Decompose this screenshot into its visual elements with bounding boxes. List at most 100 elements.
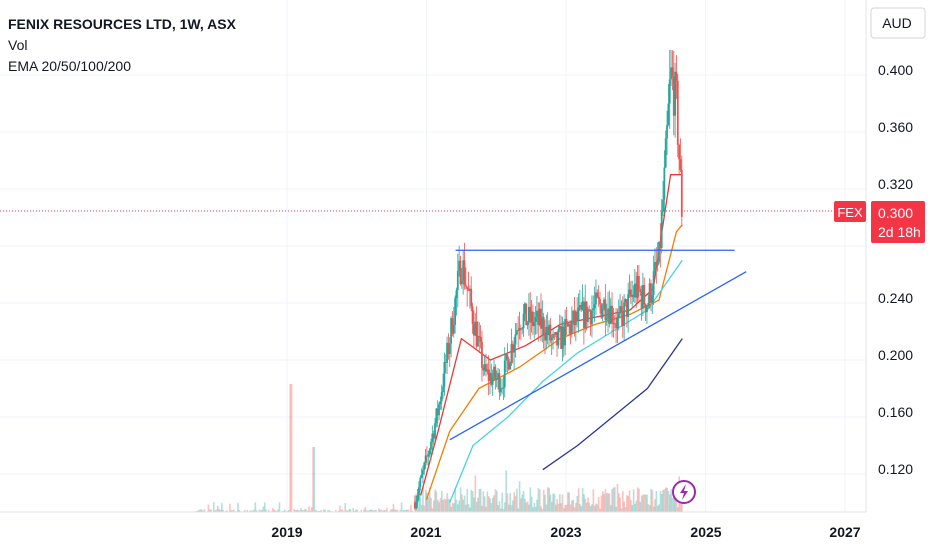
candle-body xyxy=(533,321,536,327)
volume-bar xyxy=(542,489,545,512)
symbol-title[interactable]: FENIX RESOURCES LTD, 1W, ASX xyxy=(8,16,236,32)
candle-body xyxy=(505,354,507,361)
price-axis[interactable]: AUD 0.400 0.360 0.320 0.240 0.200 0.160 … xyxy=(865,0,932,512)
candle-body xyxy=(656,262,659,266)
candle-body xyxy=(534,317,537,322)
candle-body xyxy=(506,354,509,359)
candle-body xyxy=(628,289,631,295)
volume-bar xyxy=(329,510,332,512)
volume-bar xyxy=(221,502,223,512)
volume-bar xyxy=(589,505,592,512)
volume-bar xyxy=(309,510,312,512)
candle-body xyxy=(434,423,436,439)
volume-bar xyxy=(486,491,489,512)
candle-body xyxy=(562,326,565,346)
ema-label[interactable]: EMA 20/50/100/200 xyxy=(8,58,131,74)
volume-bar xyxy=(495,490,498,512)
volume-label[interactable]: Vol xyxy=(8,37,28,53)
volume-bar xyxy=(466,489,469,512)
candle-body xyxy=(672,76,675,116)
candle-body xyxy=(560,326,562,349)
volume-bar xyxy=(301,509,304,512)
volume-bar xyxy=(576,496,579,512)
candle-body xyxy=(511,343,514,353)
candle-body xyxy=(527,306,530,323)
candle-body xyxy=(574,311,577,326)
volume-bar xyxy=(450,506,452,512)
candle-body xyxy=(514,334,517,345)
volume-bar xyxy=(524,498,526,512)
price-tick: 0.320 xyxy=(878,176,913,192)
candle-body xyxy=(426,455,428,457)
volume-bar xyxy=(518,481,521,512)
volume-bar xyxy=(403,509,406,512)
volume-bar xyxy=(509,492,511,512)
candle-body xyxy=(422,469,424,475)
volume-bar xyxy=(392,503,395,512)
volume-bar xyxy=(584,498,587,512)
volume-bar xyxy=(569,504,572,512)
volume-bar xyxy=(651,490,654,512)
volume-bar xyxy=(282,510,285,512)
volume-bar xyxy=(349,509,352,512)
candle-body xyxy=(532,311,534,327)
volume-bar xyxy=(345,510,348,512)
volume-bar xyxy=(599,508,601,512)
volume-bar xyxy=(635,500,638,512)
volume-bar xyxy=(286,510,289,512)
flash-news-icon[interactable] xyxy=(672,480,696,504)
candle-body xyxy=(498,373,501,393)
candle-body xyxy=(631,294,634,297)
candle-body xyxy=(619,306,622,314)
volume-bar xyxy=(666,487,668,512)
trendlines[interactable] xyxy=(449,249,747,441)
candle-body xyxy=(525,303,528,326)
volume-bar xyxy=(237,502,239,512)
volume-bar xyxy=(230,510,232,512)
candle-body xyxy=(497,373,499,379)
volume-bar xyxy=(626,495,628,512)
time-axis[interactable]: 2019 2021 2023 2025 2027 xyxy=(0,511,932,550)
candle-body xyxy=(475,321,478,347)
volume-bar xyxy=(210,509,212,512)
volume-bar xyxy=(215,509,218,512)
volume-bar xyxy=(306,510,309,512)
volume-bar xyxy=(428,487,431,512)
volume-bar xyxy=(513,492,516,512)
volume-bar xyxy=(528,504,530,512)
candle-body xyxy=(416,495,419,502)
volume-bar xyxy=(212,502,215,512)
volume-bar xyxy=(557,503,560,512)
volume-bar xyxy=(601,491,604,512)
volume-bar xyxy=(474,475,477,512)
volume-bar xyxy=(449,499,451,512)
volume-bar xyxy=(461,494,463,512)
candle-body xyxy=(561,326,564,349)
volume-bar xyxy=(624,507,627,512)
volume-bar xyxy=(647,504,650,512)
candle-body xyxy=(479,337,482,342)
volume-bar xyxy=(375,509,377,512)
volume-bar xyxy=(631,504,634,512)
volume-bar xyxy=(202,510,204,512)
candle-body xyxy=(615,323,617,328)
currency-label[interactable]: AUD xyxy=(882,15,912,31)
candle-body xyxy=(507,358,510,370)
trendline-support[interactable] xyxy=(449,271,747,441)
currency-button[interactable] xyxy=(870,7,926,39)
volume-bar xyxy=(430,498,432,512)
candle-body xyxy=(423,462,426,470)
volume-bar xyxy=(571,500,573,512)
candle-body xyxy=(640,291,643,309)
candle-body xyxy=(550,338,553,341)
volume-bar xyxy=(262,506,265,512)
price-tick: 0.400 xyxy=(878,62,913,78)
candle-body xyxy=(463,260,466,285)
volume-bar xyxy=(218,509,220,512)
candle-body xyxy=(490,373,493,385)
candle-body xyxy=(474,321,477,336)
volume-bar xyxy=(339,505,341,512)
volume-bar xyxy=(380,509,383,512)
volume-bar xyxy=(419,488,422,512)
